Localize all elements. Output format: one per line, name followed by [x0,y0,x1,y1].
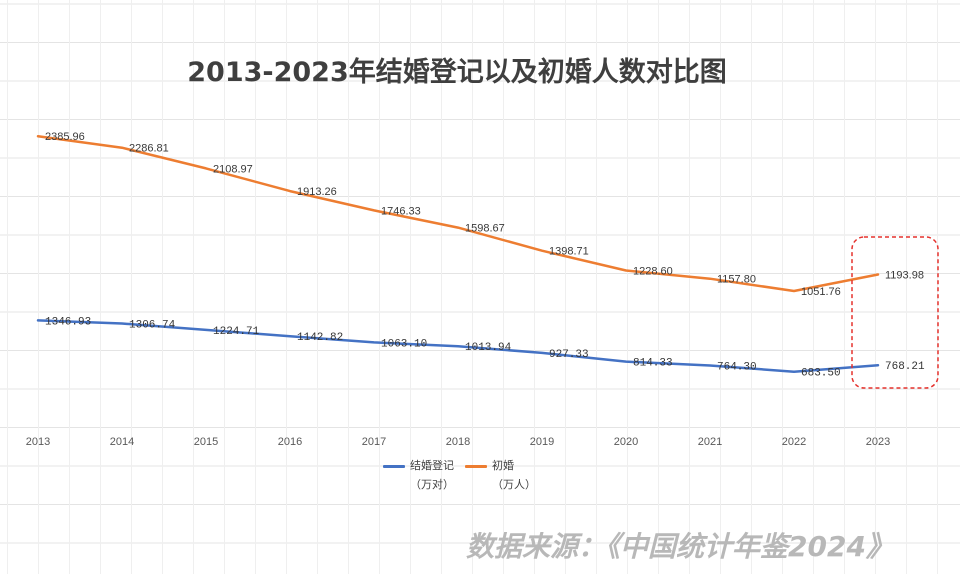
legend-item-first-marriages: 初婚 （万人） [465,458,536,493]
data-label: 1228.60 [633,266,673,278]
data-label: 1913.26 [297,186,337,198]
x-tick-label: 2018 [446,436,470,448]
x-tick-label: 2017 [362,436,386,448]
data-label: 814.33 [633,358,673,370]
data-label: 1193.98 [885,270,924,282]
legend-text: 结婚登记 （万对） [410,458,454,493]
data-point [455,225,461,231]
data-point [119,321,125,327]
data-label: 1598.67 [465,223,505,235]
data-point [707,363,713,369]
data-label: 2385.96 [45,131,85,143]
x-tick-label: 2016 [278,436,302,448]
x-tick-label: 2022 [782,436,806,448]
data-point [287,188,293,194]
legend-text: 初婚 （万人） [492,458,536,493]
x-tick-label: 2014 [110,436,134,448]
legend-label: 结婚登记 [410,459,454,472]
data-point [791,369,797,375]
data-label: 1346.93 [45,316,91,328]
series-line [36,134,880,293]
data-label: 1224.71 [213,326,260,338]
data-point [35,317,41,323]
series-group: 2385.96 2286.81 2108.97 1913.26 1746.33 1598.… [35,131,924,298]
data-point [539,248,545,254]
legend-line-marker [383,465,405,468]
data-label: 1063.10 [381,338,427,350]
legend-unit: （万人） [492,478,536,491]
data-point [623,268,629,274]
x-tick-label: 2020 [614,436,638,448]
data-point [875,362,881,368]
x-tick-label: 2019 [530,436,554,448]
data-point [707,276,713,282]
data-label: 1306.74 [129,320,176,332]
x-tick-label: 2021 [698,436,722,448]
data-label: 1157.80 [717,274,756,286]
data-point [203,327,209,333]
data-point [455,343,461,349]
series-line [36,319,880,373]
data-point [371,339,377,345]
data-point [35,133,41,139]
data-label: 2108.97 [213,163,253,175]
data-point [539,350,545,356]
data-label: 1013.94 [465,342,512,354]
x-tick-label: 2015 [194,436,218,448]
legend-label: 初婚 [492,459,514,472]
data-point [119,145,125,151]
chart-title: 2013-2023年结婚登记以及初婚人数对比图 [187,57,727,88]
data-point [623,359,629,365]
legend-item-registrations: 结婚登记 （万对） [383,458,454,493]
data-point [875,272,881,278]
data-label: 768.21 [885,361,925,373]
data-label: 1051.76 [801,286,841,298]
x-axis: 2013 2014 2015 2016 2017 2018 2019 2020 2021 2022… [26,436,890,448]
data-point [203,165,209,171]
series-group: 1346.93 1306.74 1224.71 1142.82 1063.10 1013.… [35,316,925,380]
data-point [287,333,293,339]
legend-unit: （万对） [410,478,454,491]
data-source-note: 数据来源：《中国统计年鉴2024》 [466,530,894,563]
highlight-box-2023 [851,236,939,389]
data-label: 1142.82 [297,332,343,344]
x-tick-label: 2013 [26,436,50,448]
data-label: 2286.81 [129,143,169,155]
data-label: 1398.71 [549,246,589,258]
data-label: 927.33 [549,349,589,361]
x-tick-label: 2023 [866,436,890,448]
data-label: 683.50 [801,368,841,380]
data-label: 764.30 [717,362,757,374]
data-point [791,288,797,294]
data-label: 1746.33 [381,205,421,217]
data-point [371,207,377,213]
legend: 结婚登记 （万对） 初婚 （万人） [383,458,536,493]
legend-line-marker [465,465,487,468]
